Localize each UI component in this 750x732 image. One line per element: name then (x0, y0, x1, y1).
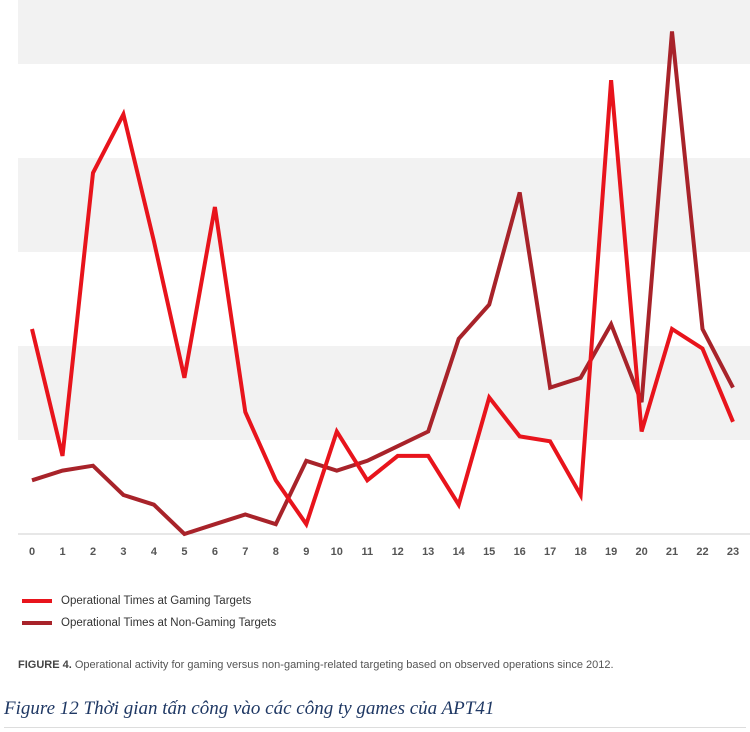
x-tick-label: 8 (273, 546, 279, 558)
figure-caption-text: Operational activity for gaming versus n… (71, 659, 614, 671)
series-line-non-gaming (31, 31, 735, 537)
series-lines (30, 31, 735, 537)
legend-label-non-gaming: Operational Times at Non-Gaming Targets (61, 617, 277, 629)
x-tick-label: 0 (29, 546, 35, 558)
x-tick-label: 12 (392, 546, 404, 558)
figure-caption-label: FIGURE 4. (18, 659, 72, 671)
x-tick-label: 7 (242, 546, 248, 558)
legend-item-non-gaming: Operational Times at Non-Gaming Targets (22, 612, 276, 634)
x-tick-label: 4 (151, 546, 158, 558)
grid-band-2 (18, 346, 750, 440)
x-tick-labels: 0 1 2 3 4 5 6 7 8 9 10 11 12 13 14 15 16 17 18 19 20 21 22 23 (29, 546, 739, 558)
x-tick-label: 13 (422, 546, 434, 558)
x-tick-label: 20 (635, 546, 647, 558)
legend-item-gaming: Operational Times at Gaming Targets (22, 590, 276, 612)
document-caption: Figure 12 Thời gian tấn công vào các côn… (4, 698, 495, 719)
figure-caption: FIGURE 4. Operational activity for gamin… (18, 659, 743, 671)
x-tick-label: 17 (544, 546, 556, 558)
series-line-gaming (30, 80, 735, 529)
x-tick-label: 18 (574, 546, 586, 558)
x-tick-label: 6 (212, 546, 218, 558)
grid-bands (18, 0, 750, 440)
x-tick-label: 19 (605, 546, 617, 558)
x-tick-label: 10 (331, 546, 343, 558)
legend: Operational Times at Gaming Targets Oper… (22, 590, 276, 634)
legend-label-gaming: Operational Times at Gaming Targets (61, 595, 252, 607)
bottom-rule (4, 727, 746, 728)
x-tick-label: 16 (514, 546, 526, 558)
x-tick-label: 23 (727, 546, 739, 558)
x-tick-label: 1 (59, 546, 65, 558)
x-tick-label: 21 (666, 546, 678, 558)
grid-band-0 (18, 0, 750, 64)
x-tick-label: 3 (120, 546, 126, 558)
x-tick-label: 5 (181, 546, 187, 558)
x-tick-label: 15 (483, 546, 495, 558)
grid-band-1 (18, 158, 750, 252)
x-tick-label: 2 (90, 546, 96, 558)
legend-swatch-non-gaming (22, 621, 52, 625)
x-tick-label: 11 (361, 546, 373, 558)
x-tick-label: 14 (453, 546, 466, 558)
x-tick-label: 22 (696, 546, 708, 558)
x-tick-label: 9 (303, 546, 309, 558)
legend-swatch-gaming (22, 599, 52, 603)
chart: 0 1 2 3 4 5 6 7 8 9 10 11 12 13 14 15 16 17 18 19 20 21 22 23 (18, 0, 750, 558)
